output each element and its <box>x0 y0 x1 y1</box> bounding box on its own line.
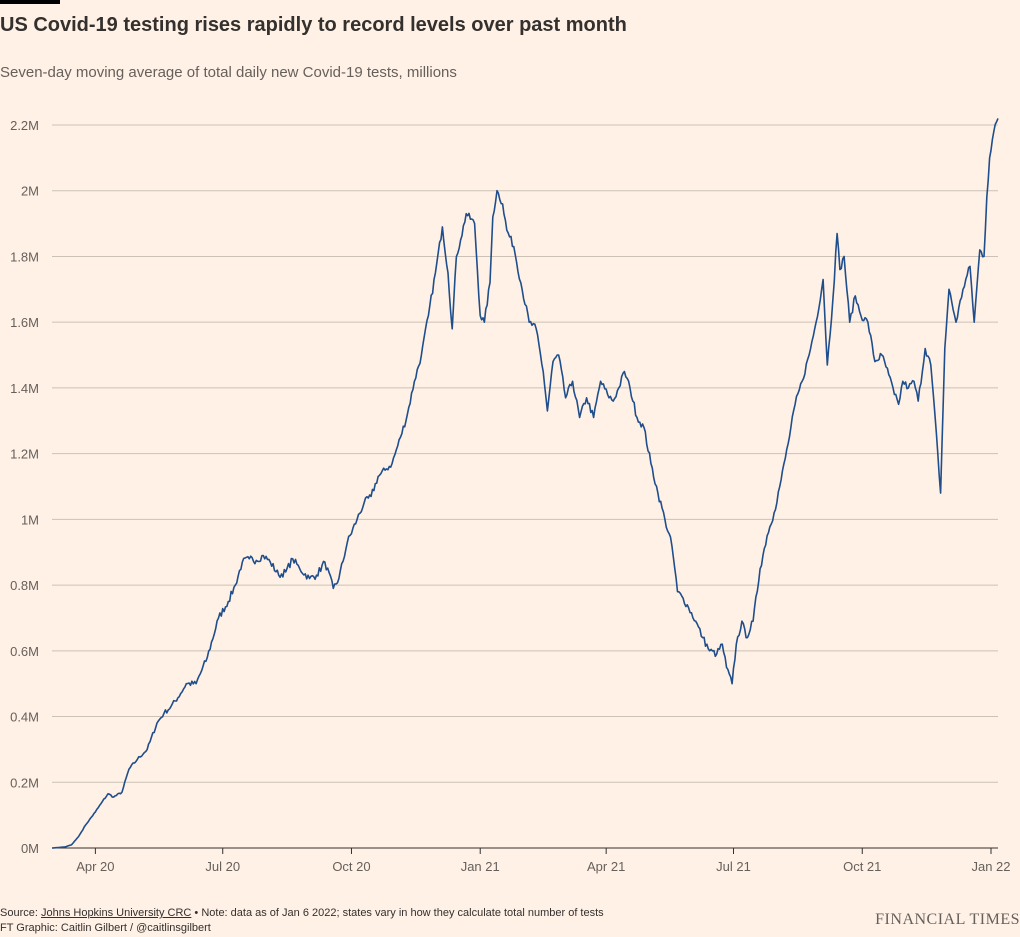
y-tick-label: 1.6M <box>10 315 39 330</box>
x-tick-label: Jan 22 <box>971 859 1010 874</box>
x-tick-label: Jul 21 <box>716 859 751 874</box>
y-tick-label: 0.2M <box>10 775 39 790</box>
y-tick-label: 1M <box>21 512 39 527</box>
y-tick-label: 0.6M <box>10 644 39 659</box>
source-line: Source: Johns Hopkins University CRC • N… <box>0 907 604 919</box>
y-tick-label: 0.4M <box>10 710 39 725</box>
x-axis: Apr 20 Jul 20 Oct 20 Jan 21 Apr 21 Jul 21 Oct … <box>76 848 1011 874</box>
y-axis-labels: 0M 0.2M 0.4M 0.6M 0.8M 1M 1.2M 1.4M 1.6M 1.8M 2M 2.… <box>10 118 39 856</box>
gridlines <box>52 124 998 849</box>
brand-accent-bar <box>0 0 60 4</box>
y-tick-label: 1.2M <box>10 447 39 462</box>
y-tick-label: 0M <box>21 841 39 856</box>
series-line-tests <box>51 118 999 849</box>
source-note: • Note: data as of Jan 6 2022; states va… <box>191 907 604 919</box>
x-tick-label: Apr 20 <box>76 859 114 874</box>
chart-subtitle: Seven-day moving average of total daily … <box>0 64 457 81</box>
x-tick-label: Apr 21 <box>587 859 625 874</box>
y-tick-label: 2.2M <box>10 118 39 133</box>
source-link[interactable]: Johns Hopkins University CRC <box>40 907 192 919</box>
x-tick-label: Oct 20 <box>332 859 370 874</box>
line-chart: 0M 0.2M 0.4M 0.6M 0.8M 1M 1.2M 1.4M 1.6M 1.8M 2M 2.… <box>10 118 1011 874</box>
chart-title: US Covid-19 testing rises rapidly to rec… <box>0 14 627 36</box>
x-tick-label: Oct 21 <box>843 859 881 874</box>
graphic-credit: FT Graphic: Caitlin Gilbert / @caitlinsg… <box>0 922 211 934</box>
y-tick-label: 0.8M <box>10 578 39 593</box>
ft-logo: FINANCIAL TIMES <box>875 911 1020 928</box>
y-tick-label: 1.8M <box>10 249 39 264</box>
y-tick-label: 1.4M <box>10 381 39 396</box>
x-tick-label: Jul 20 <box>205 859 240 874</box>
y-tick-label: 2M <box>21 184 39 199</box>
x-tick-label: Jan 21 <box>461 859 500 874</box>
source-prefix: Source: <box>0 907 41 919</box>
